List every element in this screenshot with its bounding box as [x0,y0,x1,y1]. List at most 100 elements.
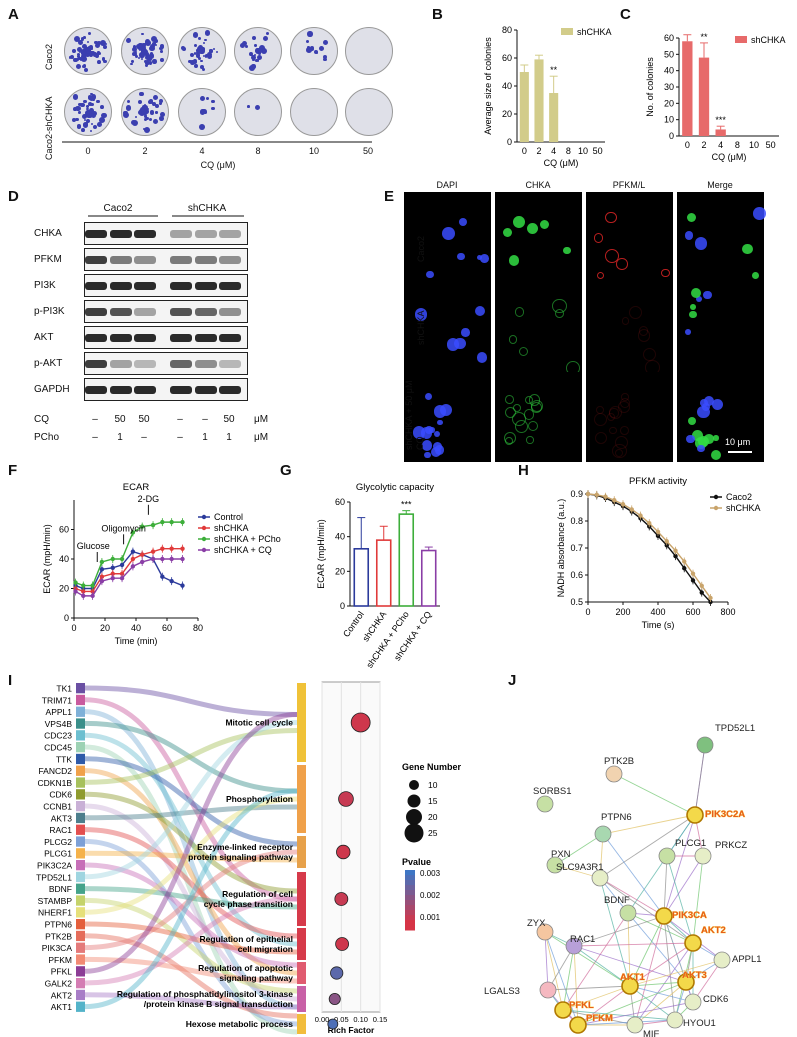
colony-dot [154,104,159,109]
x-tick-label: 0.10 [353,1015,368,1024]
colony-dot [139,106,146,112]
network-edge [547,945,575,991]
data-point [130,556,136,562]
colony-dot [251,54,257,61]
node-label: PTK2B [604,756,634,767]
if-cell-blob [697,444,705,453]
network-edge [629,915,665,987]
y-tick-label: 0.8 [570,516,583,526]
wb-band [195,334,217,342]
if-cell-blob [689,310,697,319]
size-legend-dot [406,809,422,825]
colony-dot [72,49,76,54]
colony-dot [148,53,155,59]
data-point [180,546,185,551]
colony-dot [255,59,258,62]
colony-dot [148,57,153,61]
sankey-link [84,712,298,974]
colony-dot [97,122,102,128]
wb-band [110,282,132,290]
y-tick-label: 40 [664,66,674,76]
network-edge [666,855,694,944]
colony-dot [139,91,145,97]
colony-dot [83,100,87,104]
e-scale-bar: 10 μm [725,437,751,447]
term-color-block [297,962,306,984]
d-group-caco2: Caco2 [103,203,133,214]
bar [715,129,726,136]
injection-label: 2-DG [138,494,160,504]
network-edge [629,985,694,1003]
if-cell-blob [628,305,642,319]
network-edge [562,985,631,1011]
colony-dot [76,124,81,129]
if-cell-blob [519,347,529,357]
wb-protein-label: CHKA [34,228,62,239]
wb-band [134,386,156,394]
node-label: PTPN6 [601,812,632,823]
colony-dot [203,38,207,42]
sankey-link [84,886,298,910]
colony-dot [263,35,269,41]
wb-band [85,360,107,368]
colony-dot [145,60,150,65]
if-cell-blob [531,401,543,413]
treatment-value: 50 [223,414,235,425]
colony-dot [265,32,269,36]
colony-dot [135,55,139,59]
wb-band [195,360,217,368]
colony-dot [77,54,80,58]
sankey-link [84,804,298,821]
colony-dot [82,36,86,39]
sankey-link [84,791,298,894]
data-point [130,564,136,569]
gene-label: PIK3C2A [37,861,72,871]
if-cell-blob [431,446,442,457]
color-legend-title: Pvalue [402,857,431,867]
colony-dot [142,104,149,110]
if-cell-blob [710,450,722,461]
colony-dot [158,99,163,104]
wb-band [219,256,241,264]
network-node [591,869,609,887]
sankey-link [84,992,298,1010]
colony-dish [178,27,226,75]
data-point [169,546,174,551]
data-point [673,548,678,553]
enrichment-dot [335,937,350,951]
wb-band [110,334,132,342]
colony-dot [154,43,158,47]
enrichment-dot [327,1018,339,1030]
colony-dot [199,48,205,54]
color-legend-step [405,925,415,931]
wb-band [219,334,241,342]
if-cell-blob [609,426,617,434]
colony-dot [211,106,215,111]
data-point [682,566,687,571]
data-point [81,583,86,588]
if-cell-blob [751,271,759,279]
network-edge [577,1001,694,1026]
wb-strip [84,222,248,245]
panel-letter-a: A [8,6,19,23]
size-legend-label: 10 [428,780,438,790]
colony-dot [307,31,313,37]
panel-letter-i: I [8,672,13,689]
gene-label: GALK2 [45,979,73,989]
data-point [73,580,78,585]
colony-dot [81,51,85,55]
wb-band [170,386,192,394]
legend-marker [201,547,207,553]
legend-label: shCHKA + PCho [214,534,281,544]
y-axis-label: Average size of colonies [483,37,493,135]
sankey-link [84,896,298,986]
wb-band [219,386,241,394]
colony-dot [78,39,84,45]
data-point [699,583,704,588]
term-label: Enzyme-linked receptor [197,842,294,852]
colony-dot [144,63,149,68]
data-point [90,593,95,599]
colony-dot [213,48,216,51]
data-point [110,565,115,571]
wb-band [195,256,217,264]
